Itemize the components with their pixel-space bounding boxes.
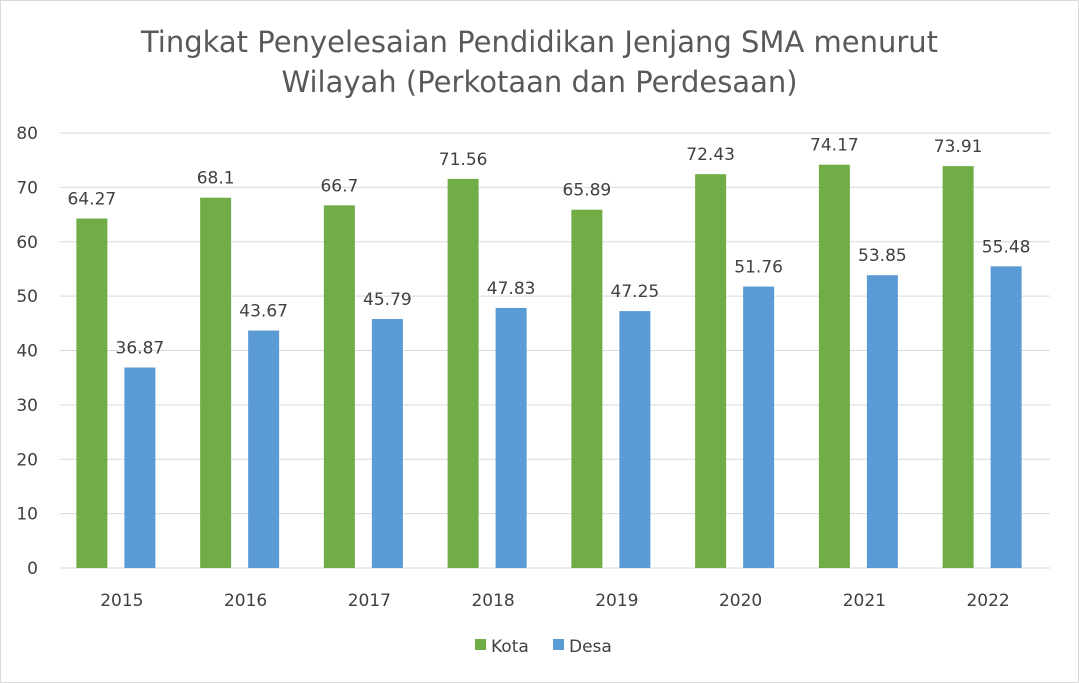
data-label: 47.83 xyxy=(487,279,536,299)
data-label: 45.79 xyxy=(363,290,412,310)
bar-desa xyxy=(619,311,651,568)
data-label: 47.25 xyxy=(611,282,660,302)
chart-title-line-1: Tingkat Penyelesaian Pendidikan Jenjang … xyxy=(140,25,939,59)
y-tick-label: 10 xyxy=(16,505,38,525)
y-tick-label: 30 xyxy=(16,396,38,416)
data-label: 55.48 xyxy=(982,237,1031,257)
legend-swatch-desa xyxy=(553,639,564,650)
legend-label-kota: Kota xyxy=(491,637,529,657)
data-label: 73.91 xyxy=(934,137,983,157)
x-tick-label: 2018 xyxy=(471,591,514,611)
bar-desa xyxy=(495,307,527,568)
bar-kota xyxy=(571,209,603,568)
bar-kota xyxy=(942,166,974,568)
y-tick-label: 80 xyxy=(16,124,38,144)
bar-desa xyxy=(743,286,775,568)
x-tick-label: 2020 xyxy=(719,591,762,611)
bar-kota xyxy=(323,205,355,568)
y-tick-label: 40 xyxy=(16,342,38,362)
bar-desa xyxy=(866,275,898,568)
y-tick-label: 0 xyxy=(27,559,38,579)
bar-kota xyxy=(76,218,108,569)
data-label: 71.56 xyxy=(439,150,488,170)
legend-swatch-kota xyxy=(475,639,486,650)
bar-desa xyxy=(248,330,280,568)
data-label: 36.87 xyxy=(116,339,165,359)
data-label: 66.7 xyxy=(320,176,358,196)
x-tick-label: 2021 xyxy=(843,591,886,611)
x-tick-label: 2019 xyxy=(595,591,638,611)
data-label: 65.89 xyxy=(563,181,612,201)
x-tick-label: 2017 xyxy=(348,591,391,611)
bar-kota xyxy=(200,197,232,569)
x-tick-label: 2022 xyxy=(966,591,1009,611)
data-label: 74.17 xyxy=(810,136,859,156)
data-label: 64.27 xyxy=(68,190,117,210)
y-tick-label: 50 xyxy=(16,287,38,307)
bar-kota xyxy=(695,174,727,569)
data-label: 43.67 xyxy=(239,302,288,322)
y-tick-label: 70 xyxy=(16,178,38,198)
data-label: 53.85 xyxy=(858,246,907,266)
bar-desa xyxy=(990,266,1022,568)
bar-desa xyxy=(371,319,403,568)
bar-desa xyxy=(124,367,156,568)
x-tick-label: 2016 xyxy=(224,591,267,611)
bar-kota xyxy=(818,164,850,568)
y-tick-label: 60 xyxy=(16,233,38,253)
chart-title-line-2: Wilayah (Perkotaan dan Perdesaan) xyxy=(281,65,798,99)
x-tick-label: 2015 xyxy=(100,591,143,611)
legend-label-desa: Desa xyxy=(569,637,612,657)
data-label: 72.43 xyxy=(686,145,735,165)
y-tick-label: 20 xyxy=(16,450,38,470)
data-label: 68.1 xyxy=(197,169,235,189)
data-label: 51.76 xyxy=(734,258,783,278)
bar-kota xyxy=(447,178,479,568)
